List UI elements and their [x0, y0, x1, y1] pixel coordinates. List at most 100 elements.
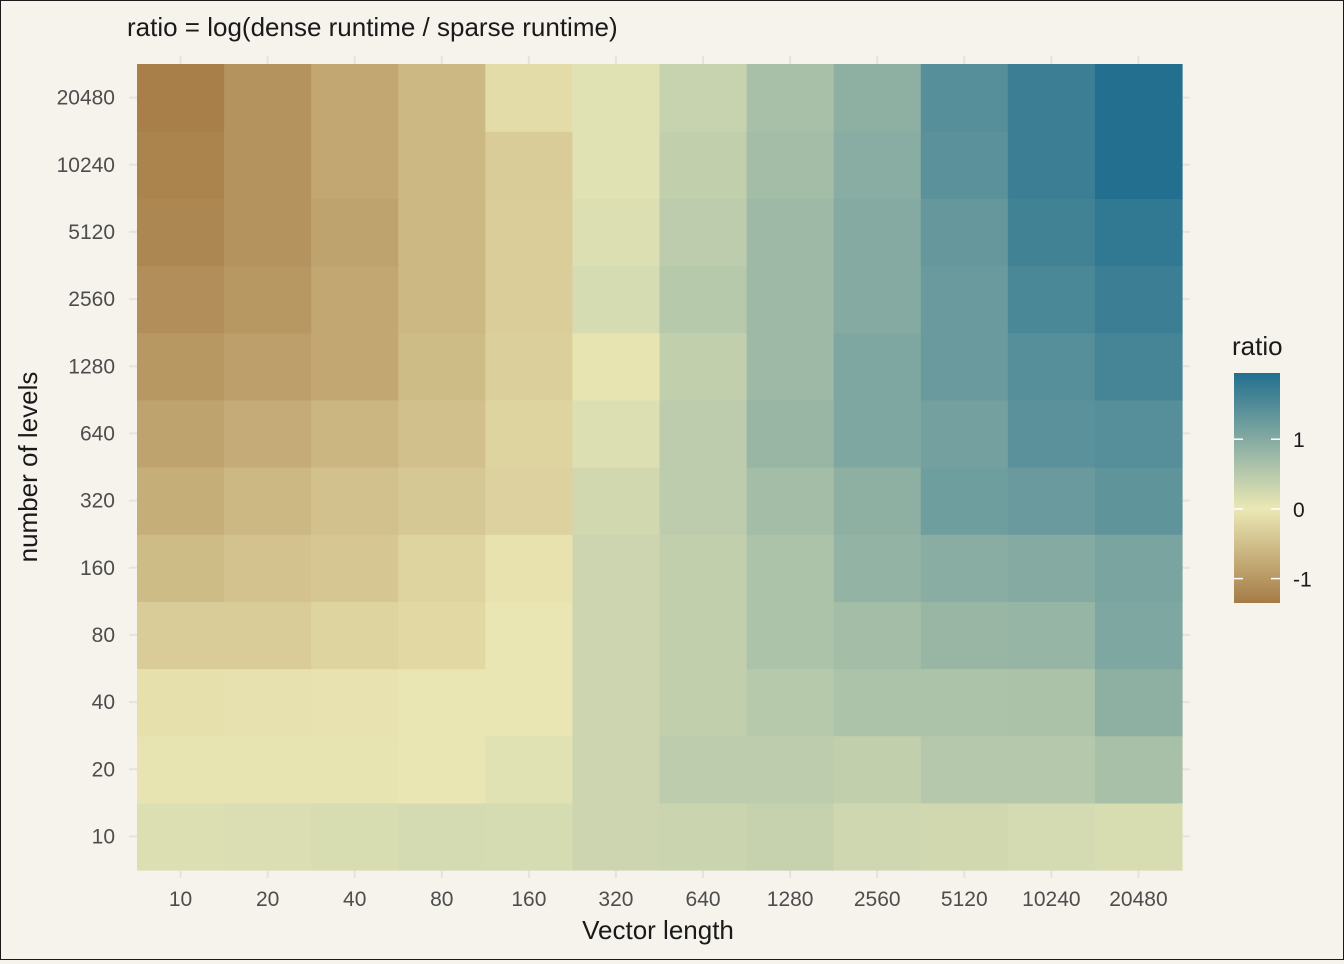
heatmap-cell	[485, 64, 574, 132]
legend-tick-label: -1	[1293, 569, 1312, 592]
heatmap-cell	[1007, 668, 1096, 737]
legend-tick-label: 0	[1293, 499, 1305, 522]
heatmap-cell	[746, 802, 835, 871]
heatmap-cell	[311, 735, 399, 804]
x-axis-ticks: 10 20 40 80 160 320 640 1280 2560 5120 10240 20480	[169, 888, 1168, 911]
heatmap-cell	[1094, 399, 1183, 468]
heatmap-cell	[746, 534, 835, 602]
heatmap-cell	[572, 131, 661, 199]
y-tick-label: 10	[92, 825, 115, 848]
heatmap-cell	[659, 198, 748, 267]
heatmap-cell	[920, 131, 1009, 199]
heatmap-cell	[833, 534, 922, 602]
x-tick-label: 5120	[941, 888, 988, 911]
legend-tick-label: 1	[1293, 429, 1305, 452]
heatmap-cell	[485, 399, 574, 468]
heatmap-cell	[1007, 735, 1096, 804]
heatmap-cell	[224, 735, 312, 804]
heatmap-cell	[1007, 802, 1096, 871]
heatmap-cell	[1007, 399, 1096, 468]
heatmap-cell	[746, 467, 835, 535]
heatmap-cell	[485, 332, 574, 401]
heatmap-cell	[572, 64, 661, 132]
heatmap-cell	[920, 332, 1009, 401]
heatmap-cell	[137, 131, 225, 199]
y-tick-label: 40	[92, 691, 115, 714]
heatmap-cell	[485, 131, 574, 199]
heatmap-cell	[746, 668, 835, 737]
heatmap-cell	[485, 735, 574, 804]
heatmap-cell	[398, 601, 486, 670]
heatmap-cell	[1007, 601, 1096, 670]
heatmap-cell	[572, 399, 661, 468]
heatmap-cell	[137, 198, 225, 267]
heatmap-cell	[833, 64, 922, 132]
heatmap-cell	[659, 601, 748, 670]
heatmap-cell	[920, 265, 1009, 334]
heatmap-cell	[485, 668, 574, 737]
heatmap-cell	[137, 64, 225, 132]
heatmap-cell	[137, 467, 225, 535]
heatmap-cell	[311, 467, 399, 535]
heatmap-cell	[398, 668, 486, 737]
heatmap-cell	[398, 534, 486, 602]
heatmap-cell	[224, 265, 312, 334]
heatmap-cell	[746, 399, 835, 468]
heatmap-cell	[1007, 534, 1096, 602]
chart-title: ratio = log(dense runtime / sparse runti…	[127, 12, 618, 42]
heatmap-cell	[1094, 64, 1183, 132]
heatmap-cell	[311, 399, 399, 468]
heatmap-cell	[746, 735, 835, 804]
heatmap-cell	[659, 534, 748, 602]
x-axis-title: Vector length	[582, 915, 734, 945]
heatmap-cell	[659, 735, 748, 804]
heatmap-cell	[1094, 131, 1183, 199]
heatmap-cell	[311, 265, 399, 334]
heatmap-cell	[1094, 265, 1183, 334]
heatmap-cells	[137, 64, 1183, 871]
heatmap-cell	[1094, 332, 1183, 401]
heatmap-cell	[659, 802, 748, 871]
heatmap-cell	[224, 198, 312, 267]
heatmap-cell	[572, 668, 661, 737]
heatmap-cell	[920, 534, 1009, 602]
heatmap-cell	[1094, 467, 1183, 535]
heatmap-cell	[1007, 332, 1096, 401]
heatmap-cell	[398, 64, 486, 132]
y-tick-label: 20480	[57, 87, 115, 110]
heatmap-cell	[920, 64, 1009, 132]
heatmap-cell	[485, 265, 574, 334]
heatmap-cell	[1094, 735, 1183, 804]
heatmap-cell	[1007, 198, 1096, 267]
heatmap-cell	[224, 601, 312, 670]
color-legend: ratio 1 0 -1	[1232, 331, 1312, 603]
heatmap-cell	[920, 802, 1009, 871]
heatmap-cell	[398, 467, 486, 535]
heatmap-cell	[224, 802, 312, 871]
y-tick-label: 1280	[68, 355, 115, 378]
heatmap-cell	[920, 198, 1009, 267]
heatmap-cell	[224, 64, 312, 132]
x-tick-label: 640	[686, 888, 721, 911]
heatmap-cell	[398, 399, 486, 468]
y-tick-label: 5120	[68, 221, 115, 244]
heatmap-cell	[746, 131, 835, 199]
heatmap-cell	[485, 467, 574, 535]
x-tick-label: 40	[343, 888, 366, 911]
heatmap-cell	[572, 601, 661, 670]
heatmap-cell	[1094, 198, 1183, 267]
y-axis-ticks: 10 20 40 80 160 320 640 1280 2560 5120 10240 20480	[57, 87, 115, 849]
heatmap-cell	[485, 601, 574, 670]
heatmap-cell	[224, 332, 312, 401]
heatmap-cell	[920, 735, 1009, 804]
heatmap-cell	[311, 534, 399, 602]
heatmap-cell	[833, 332, 922, 401]
heatmap-cell	[833, 601, 922, 670]
heatmap-cell	[485, 198, 574, 267]
x-tick-label: 2560	[854, 888, 901, 911]
y-axis-title: number of levels	[13, 372, 43, 563]
heatmap-cell	[572, 198, 661, 267]
y-tick-label: 10240	[57, 154, 115, 177]
heatmap-cell	[311, 332, 399, 401]
